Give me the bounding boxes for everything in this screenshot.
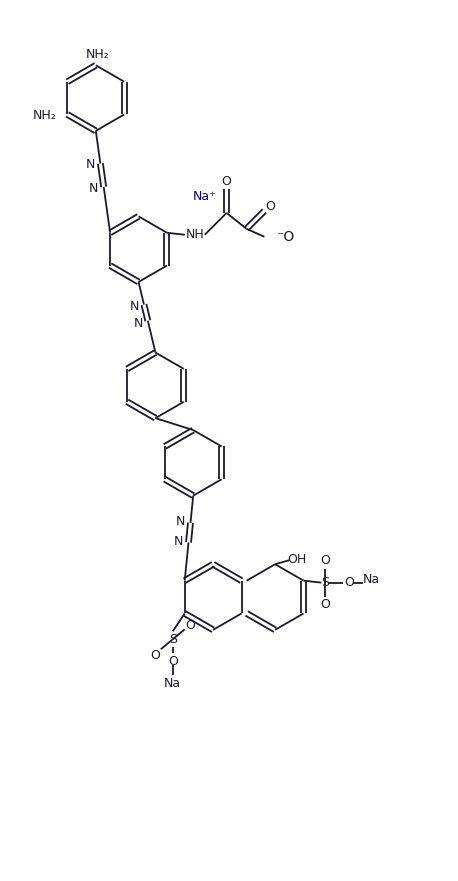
Text: N: N <box>86 159 95 172</box>
Text: NH₂: NH₂ <box>86 48 109 61</box>
Text: S: S <box>322 576 329 589</box>
Text: S: S <box>169 633 177 646</box>
Text: N: N <box>174 535 183 548</box>
Text: O: O <box>321 598 330 611</box>
Text: O: O <box>344 576 354 589</box>
Text: N: N <box>176 515 185 529</box>
Text: O: O <box>265 200 275 213</box>
Text: OH: OH <box>287 552 306 566</box>
Text: Na⁺: Na⁺ <box>193 190 217 204</box>
Text: O: O <box>150 648 160 662</box>
Text: Na: Na <box>164 677 181 690</box>
Text: O: O <box>222 174 232 188</box>
Text: N: N <box>133 316 143 329</box>
Text: ⁻O: ⁻O <box>276 230 294 244</box>
Text: O: O <box>168 655 178 668</box>
Text: O: O <box>185 618 196 632</box>
Text: O: O <box>321 554 330 567</box>
Text: NH: NH <box>185 228 204 241</box>
Text: Na: Na <box>363 574 380 586</box>
Text: NH₂: NH₂ <box>33 109 56 122</box>
Text: N: N <box>89 181 98 195</box>
Text: N: N <box>130 300 139 314</box>
